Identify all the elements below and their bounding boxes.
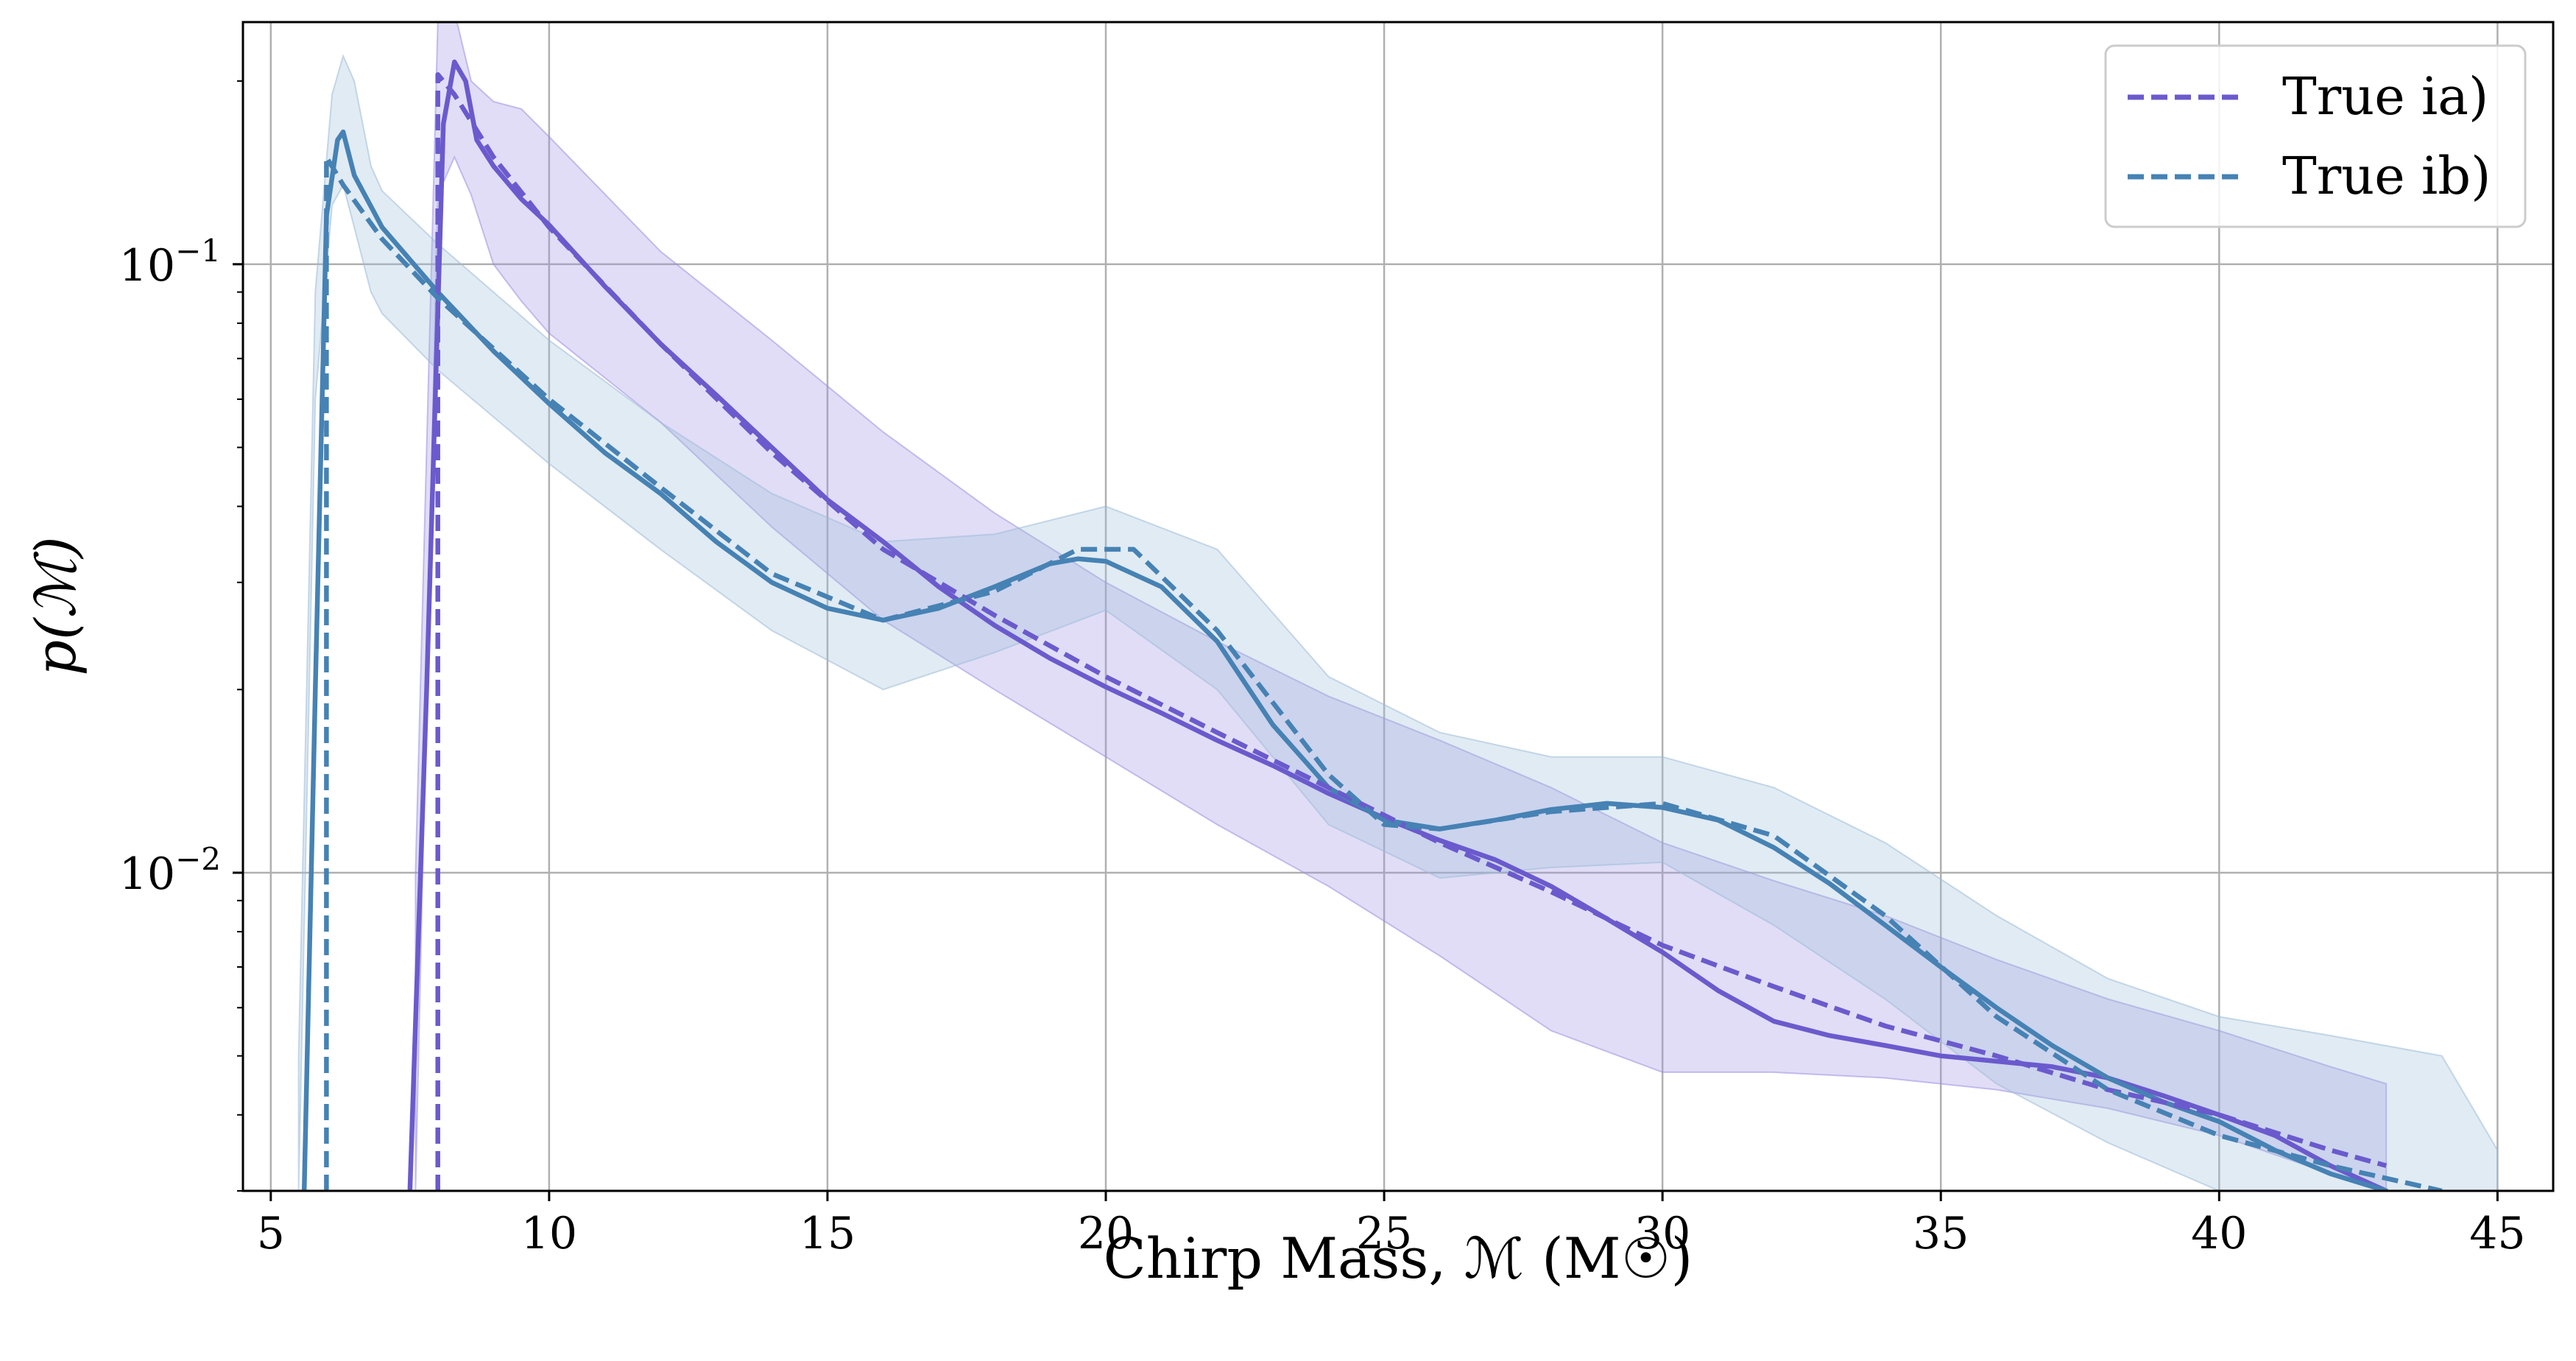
x-axis-label: Chirp Mass, ℳ (M☉) xyxy=(1104,1225,1693,1291)
x-axis-ticks: 5 10 15 20 25 30 35 40 45 xyxy=(257,1191,2526,1259)
credible-band xyxy=(297,53,2499,1191)
x-tick-label: 5 xyxy=(257,1208,285,1259)
legend: True ia) True ib) xyxy=(2104,44,2527,228)
legend-label-true-ib: True ib) xyxy=(2282,146,2491,206)
x-tick-label: 20 xyxy=(1078,1208,1134,1259)
grid xyxy=(243,22,2553,1191)
x-tick-label: 40 xyxy=(2191,1208,2247,1259)
series-lines xyxy=(301,59,2443,1191)
x-tick-label: 45 xyxy=(2469,1208,2525,1259)
x-tick-label: 10 xyxy=(521,1208,577,1259)
y-tick-label: 10−1 xyxy=(119,233,221,292)
median-line xyxy=(407,59,2389,1191)
plot-frame xyxy=(241,21,2555,1192)
true-line xyxy=(435,71,2388,1191)
true-line xyxy=(324,155,2443,1191)
legend-box xyxy=(2104,44,2527,228)
y-tick-label: 10−2 xyxy=(119,841,221,900)
x-tick-label: 35 xyxy=(1913,1208,1969,1259)
x-tick-label: 25 xyxy=(1356,1208,1412,1259)
credible-bands xyxy=(297,22,2499,1191)
y-axis-label: p(ℳ) xyxy=(23,536,88,675)
x-tick-label: 30 xyxy=(1634,1208,1690,1259)
median-line xyxy=(301,129,2389,1191)
x-tick-label: 15 xyxy=(800,1208,855,1259)
y-axis-ticks: 10−1 10−2 xyxy=(119,233,243,900)
legend-label-true-ia: True ia) xyxy=(2282,66,2488,127)
